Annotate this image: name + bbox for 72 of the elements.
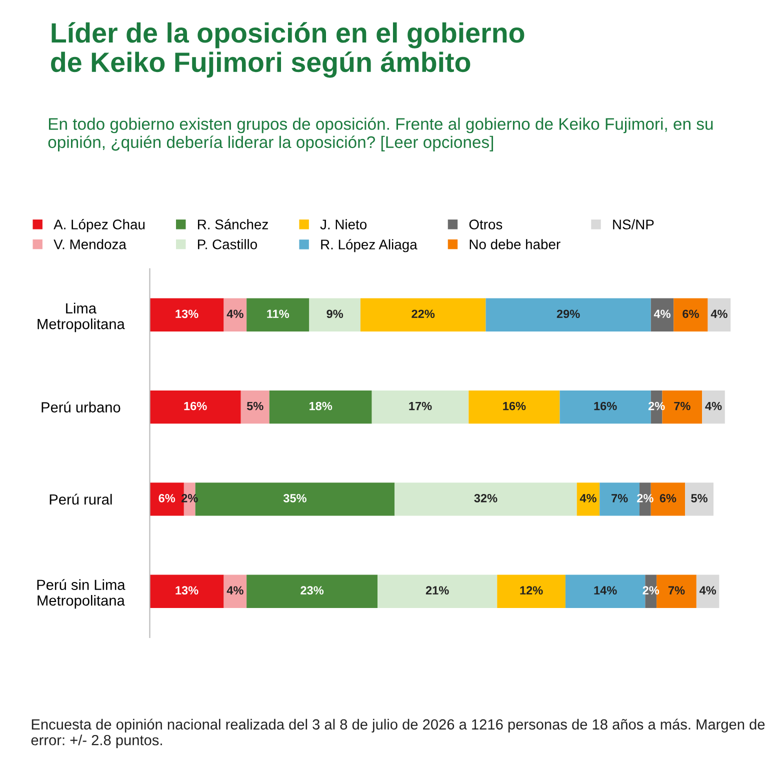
- bar: [486, 298, 651, 332]
- y-tick-label: Perú sin Lima Metropolitana: [37, 579, 126, 609]
- data-label: 14%: [594, 586, 617, 595]
- legend-label: P. Castillo: [198, 239, 257, 250]
- data-label: 4%: [580, 494, 596, 502]
- data-label: 16%: [184, 402, 207, 410]
- bar: [674, 298, 708, 332]
- bar: [708, 298, 731, 332]
- bar: [497, 574, 566, 608]
- data-label: 5%: [246, 402, 264, 410]
- bar: [394, 482, 577, 516]
- data-label: 6%: [660, 494, 676, 502]
- data-label: 16%: [594, 402, 617, 410]
- bar: [360, 298, 486, 332]
- data-label: 12%: [520, 586, 543, 595]
- legend-label: No debe haber: [470, 239, 560, 250]
- data-label: 35%: [283, 494, 306, 502]
- data-label: 4%: [654, 310, 670, 318]
- legend-label: NS/NP: [613, 219, 654, 230]
- bar: [150, 298, 224, 332]
- bar: [240, 390, 270, 424]
- bar: [269, 390, 372, 424]
- data-label: 4%: [705, 402, 722, 410]
- data-label: 7%: [668, 586, 685, 595]
- legend-label: R. Sánchez: [198, 219, 268, 230]
- bar: [150, 574, 224, 608]
- y-tick-label: Perú rural: [50, 494, 112, 505]
- bar: [650, 298, 674, 332]
- data-label: 29%: [556, 310, 580, 318]
- data-label: 9%: [326, 310, 344, 318]
- data-label: 22%: [412, 310, 435, 318]
- bar: [224, 574, 247, 608]
- data-label: 11%: [267, 310, 290, 318]
- data-label: 7%: [612, 494, 628, 502]
- data-label: 5%: [691, 494, 708, 502]
- data-label: 21%: [426, 586, 449, 595]
- bar: [309, 298, 360, 332]
- data-label: 7%: [674, 402, 690, 410]
- data-label: 4%: [710, 310, 728, 318]
- chart-title: Líder de la oposición en el gobierno de Keiko Fujimori según ámbito: [51, 22, 524, 78]
- legend-label: J. Nieto: [320, 219, 367, 230]
- bar: [246, 574, 378, 608]
- data-label: 18%: [310, 402, 332, 410]
- chart-subtitle: En todo gobierno existen grupos de oposición. Frente al gobierno de Keiko Fujimori, en su opinión, ¿quién debería liderar la oposición? [Leer opciones]: [48, 117, 713, 152]
- legend-label: A. López Chau: [54, 219, 145, 232]
- bar: [576, 482, 600, 516]
- data-label: 4%: [699, 586, 716, 595]
- bar: [372, 390, 469, 424]
- data-label: 13%: [176, 586, 198, 595]
- y-tick-label: Perú urbano: [42, 402, 120, 412]
- data-label: 32%: [474, 494, 498, 502]
- bar: [378, 574, 498, 608]
- bar: [468, 390, 560, 424]
- data-label: 6%: [682, 310, 699, 318]
- text: Encuesta de opinión nacional realizada del 3 al 8 de julio de 2026 a 1216 personas de 18 años a más. Margen de error: +/- 2.8 puntos.: [31, 718, 765, 748]
- bar: [685, 482, 714, 516]
- data-label: 23%: [300, 586, 324, 595]
- legend-label: V. Mendoza: [54, 239, 126, 250]
- bar: [150, 390, 241, 424]
- data-label: 17%: [409, 402, 432, 410]
- bar: [696, 574, 720, 608]
- legend-label: Otros: [469, 220, 502, 230]
- y-tick-label: Lima Metropolitana: [38, 302, 125, 332]
- legend-label: R. López Aliaga: [321, 239, 418, 252]
- data-label: 13%: [176, 310, 198, 318]
- data-label: 4%: [226, 586, 244, 595]
- bar: [246, 298, 310, 332]
- data-label: 16%: [503, 402, 526, 410]
- data-label: 4%: [226, 310, 244, 318]
- data-label: 6%: [158, 494, 176, 502]
- bar: [224, 298, 247, 332]
- bar: [702, 390, 725, 424]
